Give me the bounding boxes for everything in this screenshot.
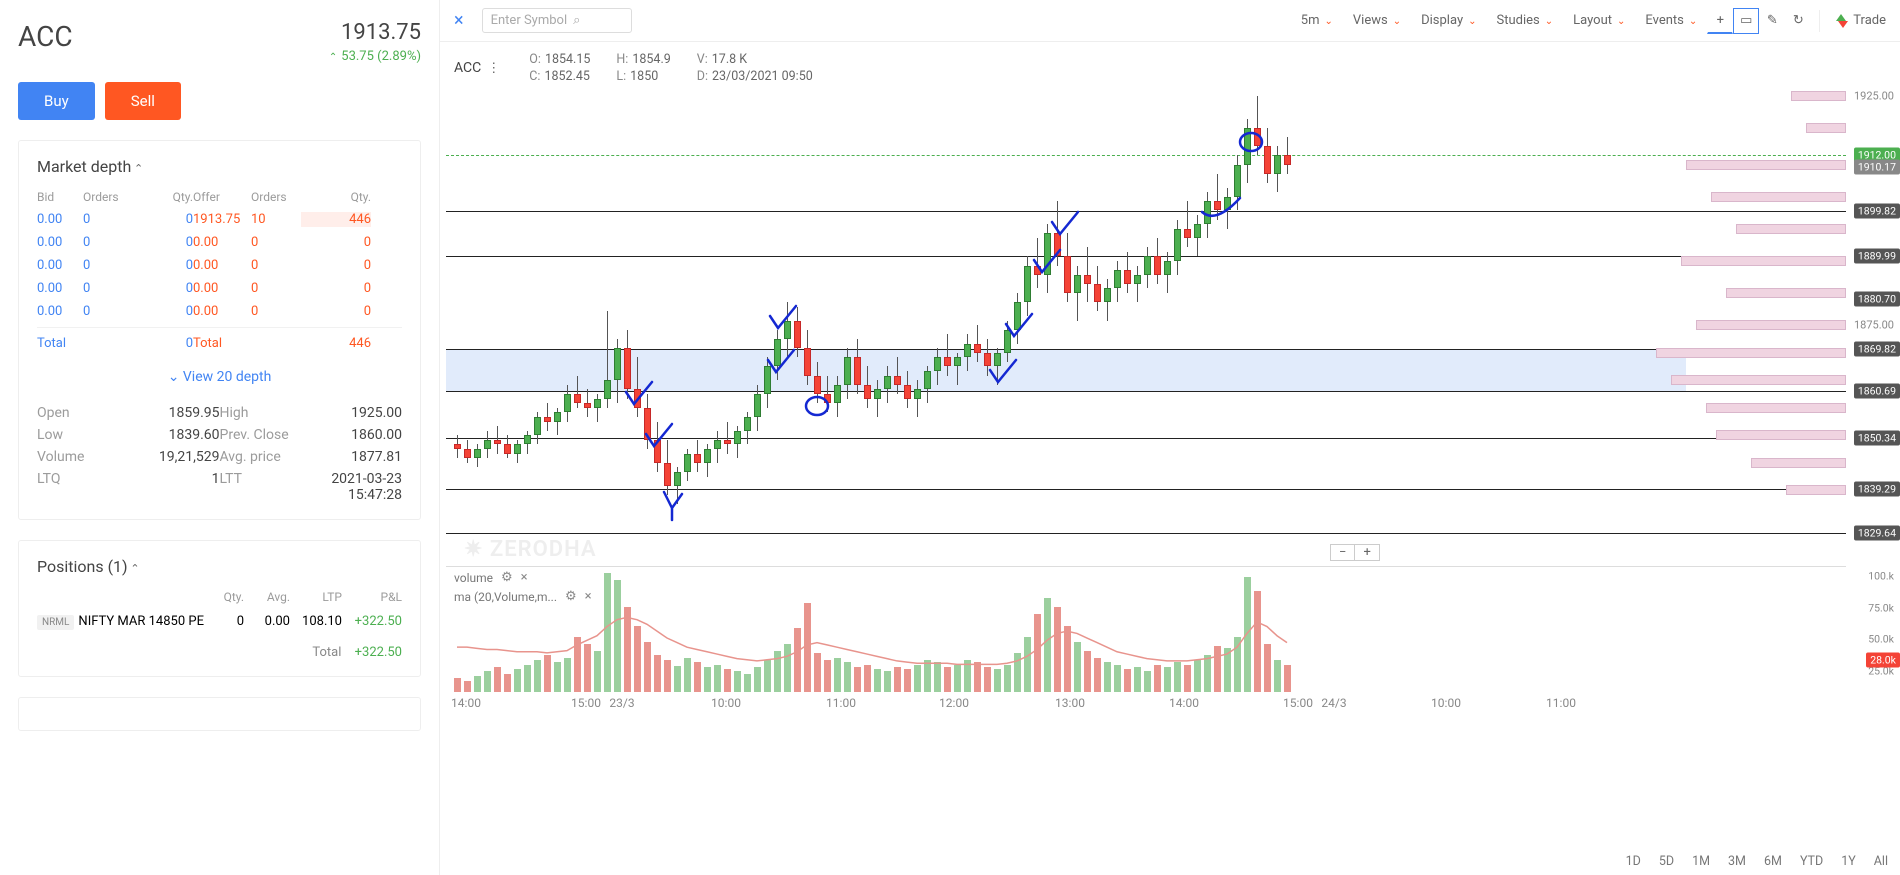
volume-label: volume bbox=[454, 571, 493, 585]
toolbar-studies[interactable]: Studies bbox=[1497, 13, 1554, 28]
depth-row: 0.00001913.7510446 bbox=[37, 208, 402, 231]
pencil-icon[interactable]: ✎ bbox=[1759, 8, 1785, 34]
depth-header: BidOrdersQty.OfferOrdersQty. bbox=[37, 186, 402, 208]
depth-row: 0.00000.0000 bbox=[37, 277, 402, 300]
zoom-control[interactable]: −+ bbox=[1330, 544, 1380, 561]
volume-axis: 100.k75.0k50.0k25.0k28.0k bbox=[1848, 566, 1900, 692]
bid-total: 0 bbox=[133, 336, 193, 351]
pos-total-pnl: +322.50 bbox=[355, 645, 402, 660]
search-icon: ⌕ bbox=[573, 13, 580, 28]
range-6M[interactable]: 6M bbox=[1764, 854, 1782, 869]
last-price: 1913.75 bbox=[329, 20, 421, 45]
toolbar-views[interactable]: Views bbox=[1353, 13, 1401, 28]
crosshair-icon[interactable]: + bbox=[1707, 8, 1733, 34]
zoom-in[interactable]: + bbox=[1355, 545, 1378, 560]
range-All[interactable]: All bbox=[1874, 854, 1888, 869]
draw-rect-icon[interactable]: ▭ bbox=[1733, 8, 1759, 34]
volume-ma-label: ma (20,Volume,m... bbox=[454, 590, 557, 604]
toolbar-display[interactable]: Display bbox=[1421, 13, 1476, 28]
gear-icon[interactable]: ⚙ bbox=[501, 570, 513, 585]
chart-panel: × Enter Symbol ⌕ 5m Views Display Studies La… bbox=[440, 0, 1900, 875]
market-depth-title[interactable]: Market depth bbox=[37, 157, 402, 176]
positions-card: Positions (1) Qty.Avg.LTPP&L NRMLNIFTY M… bbox=[18, 540, 421, 677]
close-ma-icon[interactable]: × bbox=[585, 589, 592, 604]
range-1M[interactable]: 1M bbox=[1692, 854, 1710, 869]
bid-total-label: Total bbox=[37, 336, 133, 351]
positions-header: Qty.Avg.LTPP&L bbox=[37, 586, 402, 608]
stats-grid: Open1859.95High1925.00Low1839.60Prev. Cl… bbox=[37, 405, 402, 503]
offer-total: 446 bbox=[301, 336, 371, 351]
price-change: 53.75 (2.89%) bbox=[329, 49, 421, 64]
chart-toolbar: × Enter Symbol ⌕ 5m Views Display Studies La… bbox=[440, 0, 1900, 42]
depth-row: 0.00000.0000 bbox=[37, 254, 402, 277]
refresh-icon[interactable]: ↻ bbox=[1785, 8, 1811, 34]
market-depth-card: Market depth BidOrdersQty.OfferOrdersQty… bbox=[18, 140, 421, 520]
toolbar-layout[interactable]: Layout bbox=[1573, 13, 1625, 28]
time-axis: 14:0015:0023/310:0011:0012:0013:0014:001… bbox=[446, 696, 1846, 718]
price-box: 1913.75 53.75 (2.89%) bbox=[329, 20, 421, 64]
main-chart[interactable]: ✷ ZERODHA bbox=[446, 82, 1846, 550]
trade-button[interactable]: Trade bbox=[1836, 13, 1886, 28]
gear-icon-2[interactable]: ⚙ bbox=[565, 589, 577, 604]
search-placeholder: Enter Symbol bbox=[491, 13, 568, 28]
range-selector[interactable]: 1D 5D 1M 3M 6M YTD 1Y All bbox=[1626, 854, 1888, 869]
zoom-out[interactable]: − bbox=[1331, 545, 1355, 560]
trade-icon bbox=[1836, 14, 1848, 28]
volume-titles: volume ⚙ × ma (20,Volume,m... ⚙ × bbox=[454, 570, 592, 604]
positions-title[interactable]: Positions (1) bbox=[37, 557, 402, 576]
buy-button[interactable]: Buy bbox=[18, 82, 95, 120]
symbol-search[interactable]: Enter Symbol ⌕ bbox=[482, 8, 632, 33]
offer-total-label: Total bbox=[193, 336, 301, 351]
close-vol-icon[interactable]: × bbox=[521, 570, 528, 585]
depth-total-row: Total 0 Total 446 bbox=[37, 327, 402, 355]
toolbar-5m[interactable]: 5m bbox=[1301, 13, 1333, 28]
view-20-depth[interactable]: View 20 depth bbox=[37, 355, 402, 389]
range-1Y[interactable]: 1Y bbox=[1841, 854, 1856, 869]
depth-row: 0.00000.0000 bbox=[37, 300, 402, 323]
price-axis: 1925.001900.001875.001899.821889.991880.… bbox=[1848, 82, 1900, 550]
close-icon[interactable]: × bbox=[454, 10, 464, 31]
range-3M[interactable]: 3M bbox=[1728, 854, 1746, 869]
more-card bbox=[18, 697, 421, 731]
left-panel: ACC 1913.75 53.75 (2.89%) Buy Sell Marke… bbox=[0, 0, 440, 875]
volume-chart[interactable] bbox=[446, 566, 1846, 692]
sell-button[interactable]: Sell bbox=[105, 82, 181, 120]
position-row[interactable]: NRMLNIFTY MAR 14850 PE00.00108.10+322.50 bbox=[37, 608, 402, 635]
toolbar-events[interactable]: Events bbox=[1645, 13, 1697, 28]
positions-total: Total +322.50 bbox=[37, 635, 402, 660]
symbol-title: ACC bbox=[18, 20, 73, 53]
range-1D[interactable]: 1D bbox=[1626, 854, 1641, 869]
pos-total-label: Total bbox=[312, 645, 341, 660]
range-5D[interactable]: 5D bbox=[1659, 854, 1674, 869]
range-YTD[interactable]: YTD bbox=[1800, 854, 1823, 869]
depth-row: 0.00000.0000 bbox=[37, 231, 402, 254]
